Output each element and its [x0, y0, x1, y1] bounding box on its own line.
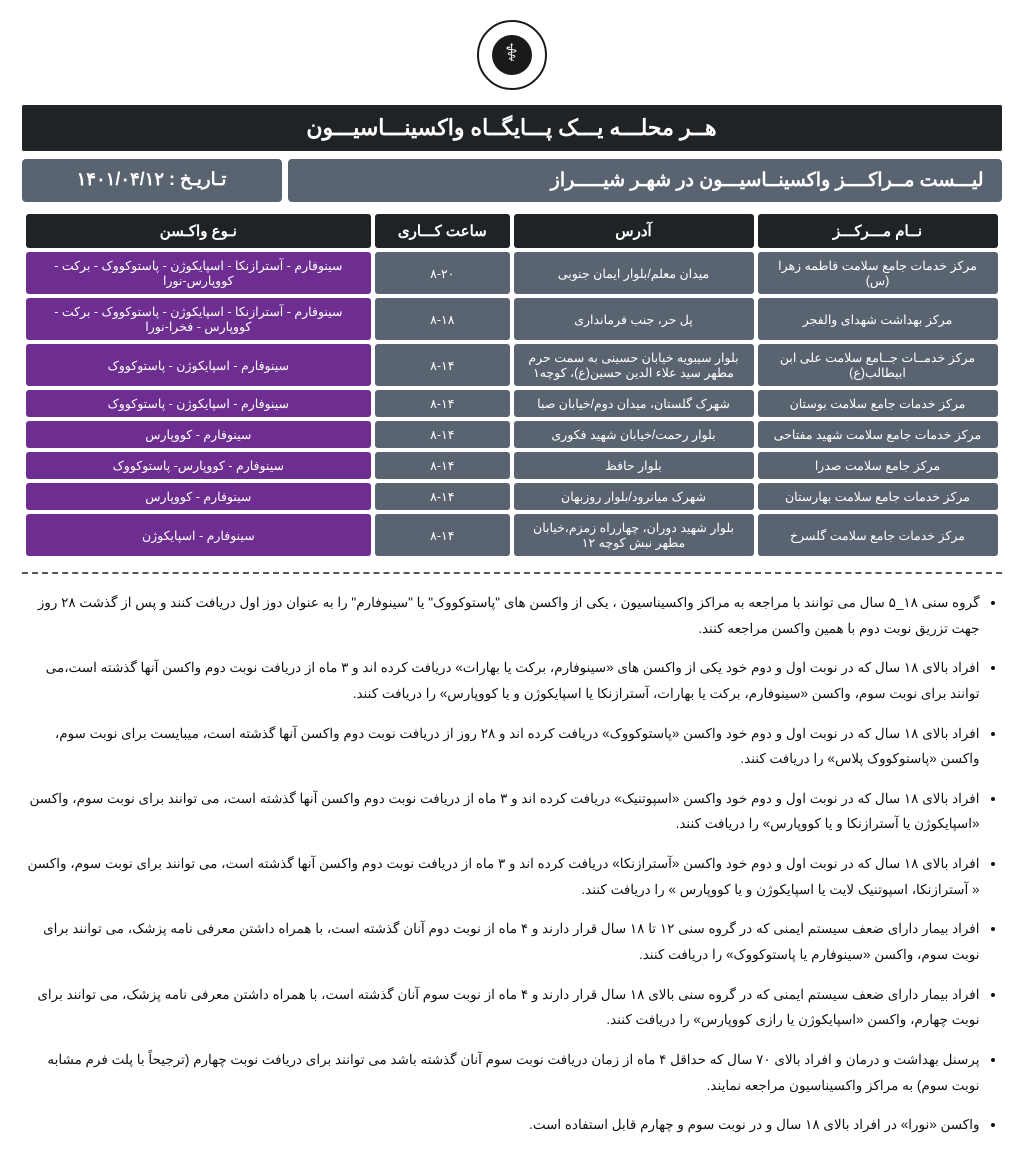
cell-center-name: مرکز خدمات جامع سلامت بوستان	[758, 390, 998, 417]
cell-center-name: مرکز خدمات جامع سلامت بهارستان	[758, 483, 998, 510]
note-item: افراد بالای ۱۸ سال که در نوبت اول و دوم …	[22, 851, 980, 902]
table-row: مرکز خدمات جامع سلامت بوستانشهرک گلستان،…	[26, 390, 998, 417]
table-row: مرکز جامع سلامت صدرابلوار حافظ۸-۱۴سینوفا…	[26, 452, 998, 479]
note-item: گروه سنی ۱۸_۵ سال می توانند با مراجعه به…	[22, 590, 980, 641]
cell-center-name: مرکز خدمات جامع سلامت شهید مفتاحی	[758, 421, 998, 448]
cell-center-name: مرکز خدمات جامع سلامت گلسرخ	[758, 514, 998, 556]
cell-address: بلوار شهید دوران، چهارراه زمزم،خیابان مط…	[514, 514, 754, 556]
main-title: هــر محلـــه یـــک پـــایگــاه واکسینـــ…	[22, 105, 1002, 151]
col-address: آدرس	[514, 214, 754, 248]
document-page: هــر محلـــه یـــک پـــایگــاه واکسینـــ…	[22, 20, 1002, 1138]
col-hours: ساعت کـــاری	[375, 214, 509, 248]
cell-address: بلوار حافظ	[514, 452, 754, 479]
cell-vaccine: سینوفارم - کووپارس	[26, 421, 372, 448]
sub-title: لیـــست مــراکــــز واکسینــاسیـــون در …	[288, 159, 1002, 202]
note-item: افراد بیمار دارای ضعف سیستم ایمنی که در …	[22, 916, 980, 967]
cell-vaccine: سینوفارم - اسپایکوژن - پاستوکووک	[26, 390, 372, 417]
col-vaccine-type: نـوع واکـسن	[26, 214, 372, 248]
cell-center-name: مرکز جامع سلامت صدرا	[758, 452, 998, 479]
logo-container	[22, 20, 1002, 95]
cell-vaccine: سینوفارم - اسپایکوژن	[26, 514, 372, 556]
note-item: افراد بیمار دارای ضعف سیستم ایمنی که در …	[22, 982, 980, 1033]
note-item: واکسن «نورا» در افراد بالای ۱۸ سال و در …	[22, 1112, 980, 1138]
cell-address: شهرک گلستان، میدان دوم/خیابان صبا	[514, 390, 754, 417]
cell-address: بلوار رحمت/خیابان شهید فکوری	[514, 421, 754, 448]
cell-hours: ۸-۱۴	[375, 344, 509, 386]
cell-address: بلوار سیبویه خیابان حسینی به سمت حرم مطه…	[514, 344, 754, 386]
subheader-bar: لیـــست مــراکــــز واکسینــاسیـــون در …	[22, 159, 1002, 202]
cell-center-name: مرکز خدمات جامع سلامت فاطمه زهرا (س)	[758, 252, 998, 294]
cell-address: شهرک میانرود/بلوار روزبهان	[514, 483, 754, 510]
cell-vaccine: سینوفارم - آسترازنکا - اسپایکوژن - پاستو…	[26, 298, 372, 340]
section-divider	[22, 572, 1002, 574]
date-box: تـاریـخ : ۱۴۰۱/۰۴/۱۲	[22, 159, 282, 202]
cell-vaccine: سینوفارم - اسپایکوژن - پاستوکووک	[26, 344, 372, 386]
cell-hours: ۸-۱۸	[375, 298, 509, 340]
cell-hours: ۸-۱۴	[375, 514, 509, 556]
cell-vaccine: سینوفارم - آسترازنکا - اسپایکوژن - پاستو…	[26, 252, 372, 294]
cell-hours: ۸-۱۴	[375, 483, 509, 510]
cell-address: پل حر، جنب فرمانداری	[514, 298, 754, 340]
table-header-row: نــام مـــرکـــز آدرس ساعت کـــاری نـوع …	[26, 214, 998, 248]
cell-address: میدان معلم/بلوار ایمان جنوبی	[514, 252, 754, 294]
note-item: افراد بالای ۱۸ سال که در نوبت اول و دوم …	[22, 786, 980, 837]
cell-hours: ۸-۱۴	[375, 421, 509, 448]
note-item: افراد بالای ۱۸ سال که در نوبت اول و دوم …	[22, 721, 980, 772]
notes-list: گروه سنی ۱۸_۵ سال می توانند با مراجعه به…	[22, 590, 1002, 1138]
university-logo-icon	[477, 20, 547, 90]
cell-hours: ۸-۲۰	[375, 252, 509, 294]
cell-hours: ۸-۱۴	[375, 452, 509, 479]
cell-center-name: مرکز خدمــات جــامع سلامت علی ابن ابیطال…	[758, 344, 998, 386]
table-row: مرکز خدمات جامع سلامت بهارستانشهرک میانر…	[26, 483, 998, 510]
col-center-name: نــام مـــرکـــز	[758, 214, 998, 248]
cell-center-name: مرکز بهداشت شهدای والفجر	[758, 298, 998, 340]
table-row: مرکز بهداشت شهدای والفجرپل حر، جنب فرمان…	[26, 298, 998, 340]
centers-table: نــام مـــرکـــز آدرس ساعت کـــاری نـوع …	[22, 210, 1002, 560]
table-row: مرکز خدمات جامع سلامت فاطمه زهرا (س)میدا…	[26, 252, 998, 294]
table-row: مرکز خدمات جامع سلامت گلسرخبلوار شهید دو…	[26, 514, 998, 556]
note-item: پرسنل بهداشت و درمان و افراد بالای ۷۰ سا…	[22, 1047, 980, 1098]
cell-vaccine: سینوفارم - کووپارس- پاستوکووک	[26, 452, 372, 479]
table-row: مرکز خدمات جامع سلامت شهید مفتاحیبلوار ر…	[26, 421, 998, 448]
cell-vaccine: سینوفارم - کووپارس	[26, 483, 372, 510]
note-item: افراد بالای ۱۸ سال که در نوبت اول و دوم …	[22, 655, 980, 706]
cell-hours: ۸-۱۴	[375, 390, 509, 417]
table-row: مرکز خدمــات جــامع سلامت علی ابن ابیطال…	[26, 344, 998, 386]
